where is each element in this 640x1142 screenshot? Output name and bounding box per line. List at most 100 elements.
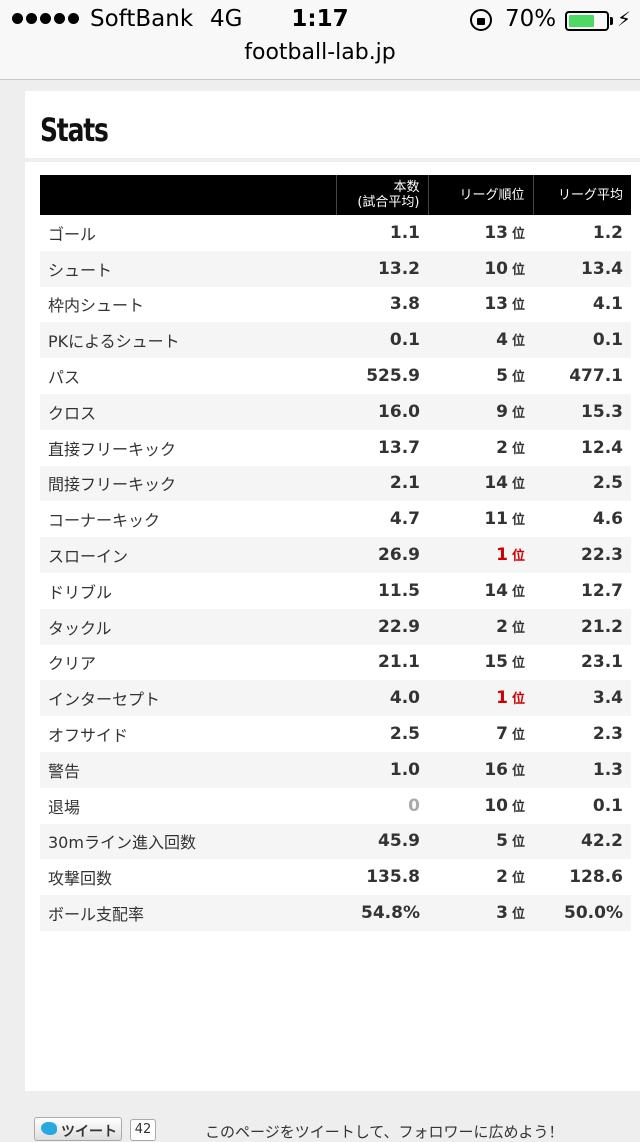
table-row: 30mライン進入回数 45.9 5 位 42.2 (40, 823, 631, 860)
browser-chrome: SoftBank 4G 1:17 70% ⚡ football-lab.jp (0, 0, 640, 80)
rank-number: 10 (484, 258, 508, 279)
table-row: スローイン 26.9 1 位 22.3 (40, 537, 631, 573)
stat-league-average: 42.2 (533, 823, 631, 860)
stat-average: 4.0 (336, 680, 428, 717)
stats-card: Stats 本数 (試合平均) リーグ順位 リーグ平均 ゴール 1.1 13 位 1.2… (25, 91, 640, 1091)
rank-unit: 位 (511, 477, 525, 493)
stat-average: 21.1 (336, 644, 428, 681)
stat-league-average: 0.1 (533, 787, 631, 824)
clock: 1:17 (291, 6, 349, 32)
stat-average: 22.9 (336, 608, 428, 645)
rank-number: 5 (496, 831, 508, 852)
table-row: オフサイド 2.5 7 位 2.3 (40, 716, 631, 752)
stat-league-average: 12.7 (533, 572, 631, 609)
tweet-count[interactable]: 42 (130, 1119, 156, 1141)
rank-unit: 位 (511, 907, 525, 923)
header-rank: リーグ順位 (427, 175, 533, 215)
rank-number: 9 (496, 401, 508, 422)
stat-label: 枠内シュート (40, 286, 336, 323)
stat-average: 525.9 (336, 358, 428, 394)
stat-league-average: 477.1 (533, 358, 631, 394)
divider (25, 158, 640, 162)
stat-average: 4.7 (336, 501, 428, 538)
address-bar-url[interactable]: football-lab.jp (244, 40, 396, 65)
rank-number: 2 (496, 616, 508, 637)
charging-icon: ⚡ (617, 7, 632, 31)
rank-number: 14 (484, 473, 508, 494)
stat-league-average: 23.1 (533, 644, 631, 681)
table-row: 間接フリーキック 2.1 14 位 2.5 (40, 465, 631, 502)
stat-average: 0 (336, 787, 428, 824)
tweet-caption: このページをツイートして、フォロワーに広めよう！ (205, 1123, 564, 1141)
tweet-button[interactable]: ツイート (34, 1117, 122, 1141)
rank-number: 4 (496, 330, 508, 351)
table-row: 直接フリーキック 13.7 2 位 12.4 (40, 429, 631, 466)
rotation-lock-icon (470, 9, 492, 31)
rank-unit: 位 (511, 692, 525, 708)
stat-league-average: 22.3 (533, 537, 631, 573)
rank-number: 10 (484, 795, 508, 816)
stat-average: 0.1 (336, 322, 428, 359)
table-row: クリア 21.1 15 位 23.1 (40, 644, 631, 681)
rank-number: 2 (496, 437, 508, 458)
header-league-avg: リーグ平均 (532, 175, 631, 215)
stat-league-average: 1.3 (533, 751, 631, 788)
stat-league-average: 1.2 (533, 215, 631, 251)
stat-label: クロス (40, 393, 336, 430)
stat-league-average: 12.4 (533, 429, 631, 466)
table-row: ドリブル 11.5 14 位 12.7 (40, 572, 631, 609)
stat-league-average: 2.5 (533, 465, 631, 502)
rank-unit: 位 (511, 656, 525, 672)
rank-unit: 位 (511, 871, 525, 887)
stat-label: 退場 (40, 787, 336, 824)
stat-label: インターセプト (40, 680, 336, 717)
rank-number: 3 (496, 903, 508, 924)
stat-label: スローイン (40, 537, 336, 573)
rank-unit: 位 (511, 799, 525, 815)
stat-average: 1.0 (336, 751, 428, 788)
rank-unit: 位 (511, 334, 525, 350)
stat-league-average: 15.3 (533, 393, 631, 430)
rank-number: 1 (496, 688, 508, 709)
rank-number: 15 (484, 652, 508, 673)
stat-league-rank: 14 位 (428, 465, 533, 502)
stat-league-rank: 10 位 (428, 250, 533, 287)
stat-average: 11.5 (336, 572, 428, 609)
twitter-bird-icon (41, 1122, 57, 1135)
rank-unit: 位 (511, 405, 525, 421)
tweet-button-label: ツイート (61, 1124, 117, 1140)
stat-average: 135.8 (336, 859, 428, 896)
stat-average: 54.8% (336, 895, 428, 931)
stat-label: コーナーキック (40, 501, 336, 538)
carrier-name: SoftBank (90, 6, 194, 32)
rank-unit: 位 (511, 513, 525, 529)
stat-label: 30mライン進入回数 (40, 823, 336, 860)
rank-unit: 位 (511, 835, 525, 851)
rank-number: 13 (484, 294, 508, 315)
table-row: 警告 1.0 16 位 1.3 (40, 751, 631, 788)
rank-unit: 位 (511, 584, 525, 600)
table-row: 退場 0 10 位 0.1 (40, 787, 631, 824)
stat-league-rank: 16 位 (428, 751, 533, 788)
table-row: 攻撃回数 135.8 2 位 128.6 (40, 859, 631, 896)
stat-label: 直接フリーキック (40, 429, 336, 466)
stat-label: シュート (40, 250, 336, 287)
rank-number: 11 (484, 509, 508, 530)
header-label-column (40, 175, 336, 215)
stats-table: 本数 (試合平均) リーグ順位 リーグ平均 ゴール 1.1 13 位 1.2 シュート 13… (40, 175, 631, 931)
stat-average: 1.1 (336, 215, 428, 251)
rank-number: 14 (484, 580, 508, 601)
section-title: Stats (40, 111, 109, 149)
stat-label: クリア (40, 644, 336, 681)
page-content: Stats 本数 (試合平均) リーグ順位 リーグ平均 ゴール 1.1 13 位 1.2… (0, 81, 640, 1141)
stat-league-rank: 15 位 (428, 644, 533, 681)
signal-strength-icon (12, 13, 79, 24)
stat-league-rank: 11 位 (428, 501, 533, 538)
